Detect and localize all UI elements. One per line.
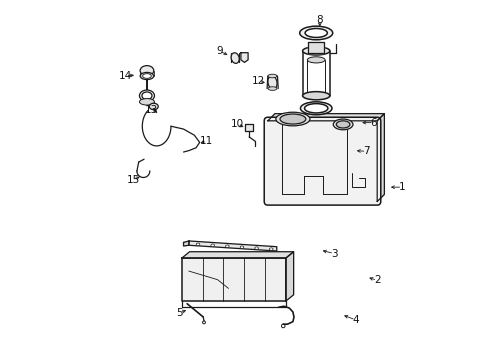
Ellipse shape <box>267 74 276 78</box>
Polygon shape <box>376 114 384 202</box>
Polygon shape <box>182 258 285 301</box>
Text: 2: 2 <box>373 275 380 285</box>
Ellipse shape <box>139 99 154 105</box>
Ellipse shape <box>300 102 331 115</box>
Text: 9: 9 <box>216 46 222 56</box>
Ellipse shape <box>267 76 277 89</box>
Ellipse shape <box>267 87 276 90</box>
Ellipse shape <box>142 74 151 78</box>
Ellipse shape <box>299 26 332 40</box>
Text: 12: 12 <box>252 76 265 86</box>
Ellipse shape <box>196 243 200 246</box>
Ellipse shape <box>333 119 352 130</box>
Text: 11: 11 <box>200 136 213 145</box>
Text: 10: 10 <box>230 120 244 129</box>
Text: 8: 8 <box>316 15 323 26</box>
Ellipse shape <box>210 244 214 247</box>
Polygon shape <box>307 42 324 53</box>
Polygon shape <box>241 53 247 62</box>
Ellipse shape <box>139 90 154 102</box>
Ellipse shape <box>275 112 309 126</box>
Ellipse shape <box>307 57 325 63</box>
Ellipse shape <box>240 246 243 248</box>
Text: 6: 6 <box>369 118 376 128</box>
FancyBboxPatch shape <box>264 117 380 205</box>
Ellipse shape <box>302 92 329 100</box>
Ellipse shape <box>149 103 158 110</box>
Ellipse shape <box>336 121 349 128</box>
Polygon shape <box>182 252 293 258</box>
Polygon shape <box>285 252 293 301</box>
Ellipse shape <box>280 114 305 124</box>
Ellipse shape <box>142 92 152 99</box>
Text: 3: 3 <box>330 248 337 258</box>
Ellipse shape <box>304 104 327 113</box>
Text: 5: 5 <box>176 308 183 318</box>
Text: 14: 14 <box>119 71 132 81</box>
Text: 13: 13 <box>144 105 158 115</box>
Ellipse shape <box>254 247 258 249</box>
Polygon shape <box>267 114 384 121</box>
Ellipse shape <box>140 66 153 76</box>
Text: 4: 4 <box>352 315 358 325</box>
Text: 1: 1 <box>398 182 405 192</box>
Text: 7: 7 <box>363 146 369 156</box>
Ellipse shape <box>305 28 326 37</box>
Ellipse shape <box>302 47 329 55</box>
Polygon shape <box>188 241 276 251</box>
Ellipse shape <box>269 248 272 250</box>
Ellipse shape <box>225 245 229 247</box>
Ellipse shape <box>140 72 153 80</box>
Text: 15: 15 <box>126 175 140 185</box>
Polygon shape <box>267 114 384 202</box>
Ellipse shape <box>231 53 239 63</box>
Polygon shape <box>183 241 188 246</box>
Polygon shape <box>244 125 253 131</box>
